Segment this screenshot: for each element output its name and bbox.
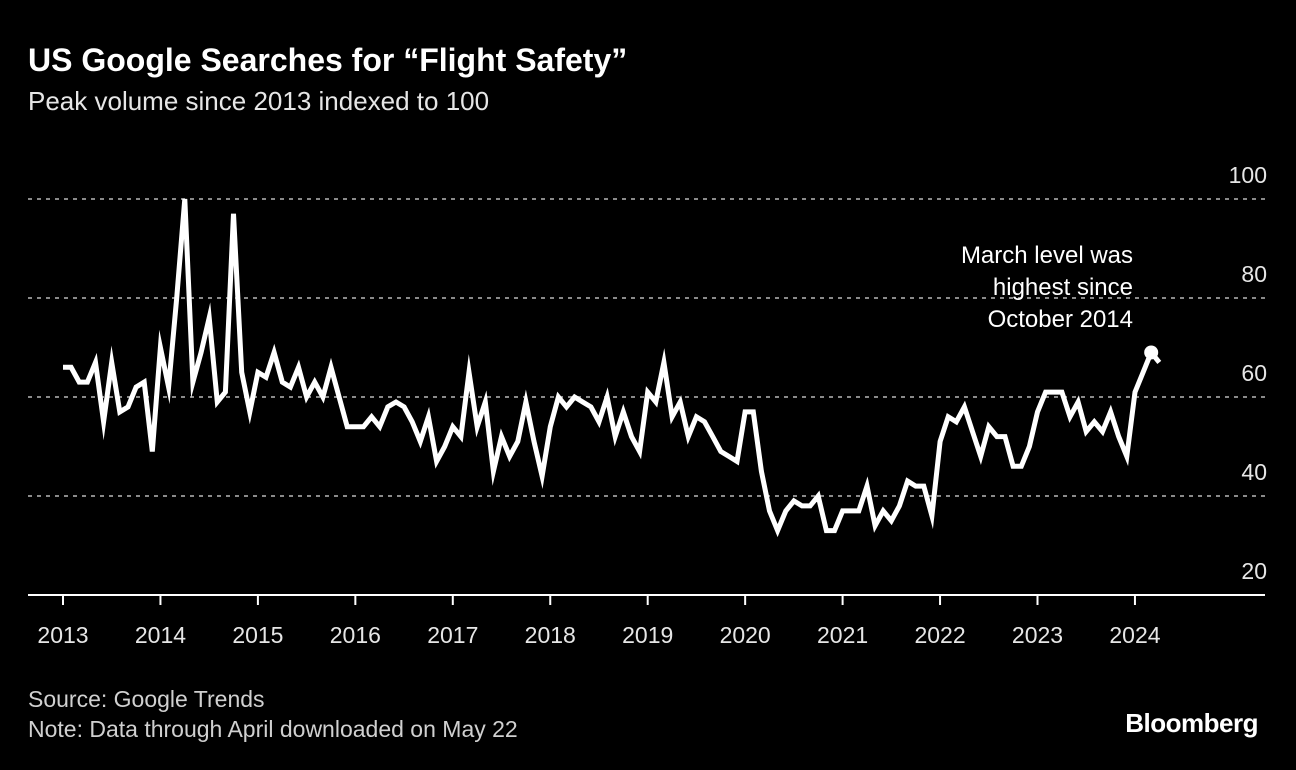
annotation-text: March level was (961, 242, 1133, 269)
chart-subtitle: Peak volume since 2013 indexed to 100 (28, 86, 490, 116)
x-tick-label: 2016 (330, 622, 381, 648)
chart-title: US Google Searches for “Flight Safety” (28, 42, 628, 78)
x-tick-label: 2014 (135, 622, 186, 648)
y-tick-label: 40 (1241, 459, 1267, 485)
data-note: Note: Data through April downloaded on M… (28, 716, 518, 742)
x-tick-label: 2019 (622, 622, 673, 648)
source-note: Source: Google Trends (28, 686, 265, 712)
y-tick-label: 100 (1229, 162, 1267, 188)
x-tick-label: 2022 (914, 622, 965, 648)
y-tick-label: 60 (1241, 360, 1267, 386)
x-tick-label: 2013 (37, 622, 88, 648)
x-tick-label: 2020 (720, 622, 771, 648)
x-tick-label: 2015 (232, 622, 283, 648)
series-line (63, 198, 1162, 538)
annotation-text: October 2014 (988, 306, 1133, 333)
y-tick-label: 20 (1241, 558, 1267, 584)
annotation-text: highest since (993, 274, 1133, 301)
x-tick-label: 2021 (817, 622, 868, 648)
y-tick-label: 80 (1241, 261, 1267, 287)
bloomberg-logo: Bloomberg (1125, 708, 1258, 738)
highlight-point (1144, 345, 1159, 360)
x-tick-label: 2017 (427, 622, 478, 648)
x-tick-label: 2024 (1109, 622, 1160, 648)
x-tick-label: 2018 (525, 622, 576, 648)
x-tick-label: 2023 (1012, 622, 1063, 648)
